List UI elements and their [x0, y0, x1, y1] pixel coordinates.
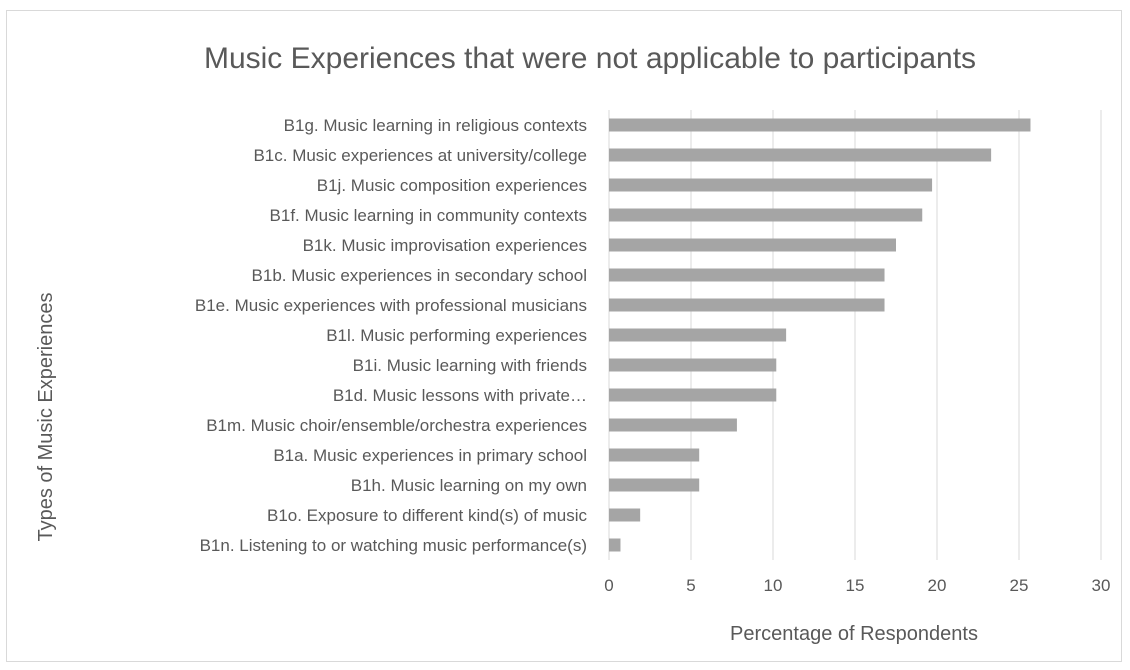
category-labels: B1g. Music learning in religious context…: [195, 116, 588, 555]
bar: [609, 388, 777, 402]
bar: [609, 208, 923, 222]
x-axis-title: Percentage of Respondents: [730, 623, 978, 645]
category-label: B1h. Music learning on my own: [351, 476, 587, 495]
bar: [609, 448, 700, 462]
bar: [609, 358, 777, 372]
bar: [609, 118, 1031, 132]
bar: [609, 298, 885, 312]
category-label: B1c. Music experiences at university/col…: [253, 146, 587, 165]
category-label: B1l. Music performing experiences: [326, 326, 587, 345]
x-tick-labels: 0 5 10 15 20 25 30: [604, 576, 1110, 595]
category-label: B1b. Music experiences in secondary scho…: [252, 266, 587, 285]
category-label: B1d. Music lessons with private…: [333, 386, 587, 405]
bar: [609, 508, 641, 522]
bar: [609, 328, 787, 342]
category-label: B1m. Music choir/ensemble/orchestra expe…: [206, 416, 587, 435]
bar: [609, 238, 896, 252]
category-label: B1g. Music learning in religious context…: [284, 116, 587, 135]
bars: [609, 118, 1031, 552]
chart-title: Music Experiences that were not applicab…: [204, 42, 976, 75]
x-tick-label: 20: [928, 576, 947, 595]
bar: [609, 538, 621, 552]
category-label: B1k. Music improvisation experiences: [303, 236, 587, 255]
category-label: B1f. Music learning in community context…: [270, 206, 587, 225]
y-axis-title: Types of Music Experiences: [35, 293, 57, 542]
x-tick-label: 0: [604, 576, 613, 595]
x-tick-label: 10: [764, 576, 783, 595]
category-label: B1a. Music experiences in primary school: [273, 446, 587, 465]
bar: [609, 148, 992, 162]
category-label: B1e. Music experiences with professional…: [195, 296, 587, 315]
x-tick-label: 5: [686, 576, 695, 595]
x-tick-label: 15: [846, 576, 865, 595]
bar: [609, 478, 700, 492]
category-label: B1n. Listening to or watching music perf…: [200, 536, 587, 555]
x-tick-label: 25: [1010, 576, 1029, 595]
bar: [609, 418, 737, 432]
bar: [609, 178, 933, 192]
category-label: B1i. Music learning with friends: [353, 356, 587, 375]
x-tick-label: 30: [1092, 576, 1111, 595]
category-label: B1o. Exposure to different kind(s) of mu…: [267, 506, 588, 525]
bar: [609, 268, 885, 282]
category-label: B1j. Music composition experiences: [317, 176, 587, 195]
